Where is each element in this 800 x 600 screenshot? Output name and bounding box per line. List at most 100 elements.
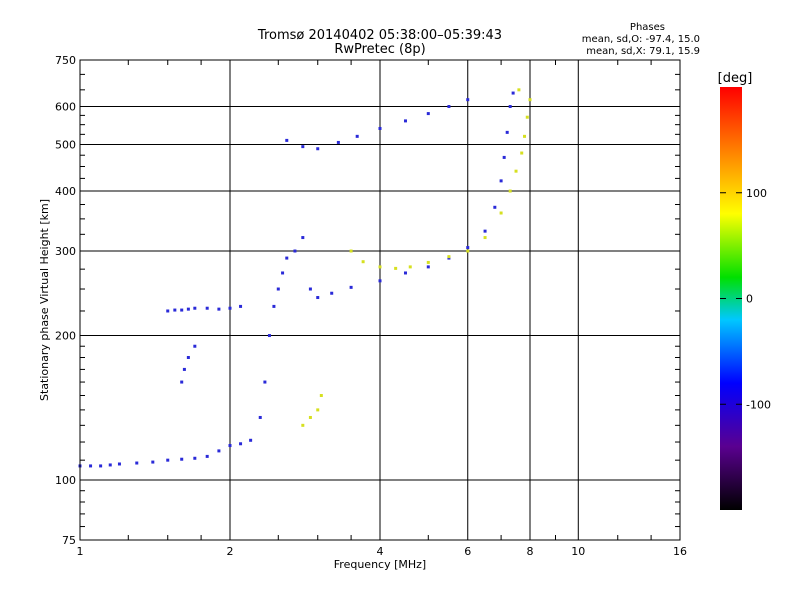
data-point (514, 169, 518, 173)
colorbar-unit-label: [deg] (718, 71, 753, 86)
data-point (166, 309, 170, 313)
data-point (316, 147, 320, 151)
y-tick-label: 100 (55, 474, 76, 487)
data-point (394, 266, 398, 270)
data-point (228, 444, 232, 448)
x-tick-label: 6 (464, 545, 471, 558)
y-tick-label: 400 (55, 185, 76, 198)
data-point (239, 442, 243, 446)
data-point (301, 236, 305, 240)
data-point (272, 304, 276, 308)
data-point (193, 306, 197, 310)
data-point (499, 211, 503, 215)
data-point (281, 271, 285, 275)
data-point (180, 380, 184, 384)
data-point (267, 334, 271, 338)
series-O-mode (78, 91, 515, 468)
data-point (285, 138, 289, 142)
data-point (523, 134, 527, 138)
data-point (349, 285, 353, 289)
data-point (508, 105, 512, 109)
data-point (483, 229, 487, 233)
data-point (117, 462, 121, 466)
data-point (316, 296, 320, 300)
data-point (361, 260, 365, 264)
data-point (447, 105, 451, 109)
data-point (355, 134, 359, 138)
x-tick-label: 16 (673, 545, 687, 558)
data-point (293, 249, 297, 253)
data-point (378, 279, 382, 283)
data-point (258, 415, 262, 419)
data-point (408, 265, 412, 269)
data-point (263, 380, 267, 384)
y-tick-label: 750 (55, 54, 76, 67)
data-point (180, 308, 184, 312)
plot-frame (79, 59, 681, 541)
y-tick-label: 500 (55, 139, 76, 152)
data-point (499, 179, 503, 183)
data-point (135, 461, 139, 465)
data-point (466, 249, 470, 253)
data-point (403, 271, 407, 275)
stats-x-mode: mean, sd,X: 79.1, 15.9 (586, 46, 700, 57)
x-axis-label: Frequency [MHz] (334, 558, 426, 571)
data-point (193, 456, 197, 460)
data-point (173, 308, 177, 312)
data-point (217, 449, 221, 453)
data-point (151, 460, 155, 464)
data-point (517, 88, 521, 92)
data-point (525, 115, 529, 119)
data-point (319, 394, 323, 398)
series-X-mode (301, 88, 532, 427)
data-point (166, 458, 170, 462)
colorbar-tick-label: 100 (746, 187, 767, 200)
data-point (378, 126, 382, 130)
x-tick-label: 2 (227, 545, 234, 558)
stats-o-mode: mean, sd,O: -97.4, 15.0 (581, 34, 700, 45)
data-point (520, 151, 524, 155)
data-point (249, 438, 253, 442)
x-tick-label: 10 (571, 545, 585, 558)
data-point (285, 256, 289, 260)
data-point (217, 307, 221, 311)
chart-subtitle: RwPretec (8p) (334, 42, 426, 57)
colorbar-tick-label: 0 (746, 293, 753, 306)
y-axis-ticks: 75 100 200 300 400 500 600 750 (55, 54, 680, 547)
data-point (301, 423, 305, 427)
data-point (308, 287, 312, 291)
data-point (493, 205, 497, 209)
data-point (239, 304, 243, 308)
data-point (180, 457, 184, 461)
data-point (466, 246, 470, 250)
data-point (511, 91, 515, 95)
x-axis-ticks: 1 2 4 6 8 10 16 (77, 60, 687, 558)
data-point (426, 260, 430, 264)
plot-grid (80, 60, 680, 540)
data-point (378, 265, 382, 269)
colorbar-tick-label: -100 (746, 398, 771, 411)
colorbar-ticks: 100 0 -100 (720, 187, 771, 411)
stats-title: Phases (629, 22, 665, 33)
data-point (508, 189, 512, 193)
data-point (505, 130, 509, 134)
data-point (528, 98, 532, 102)
data-point (308, 415, 312, 419)
data-point (301, 145, 305, 149)
data-point (182, 367, 186, 371)
data-point (426, 265, 430, 269)
x-tick-label: 4 (377, 545, 384, 558)
data-point (89, 464, 93, 468)
data-point (228, 306, 232, 310)
data-point (186, 355, 190, 359)
data-point (316, 408, 320, 412)
y-tick-label: 300 (55, 245, 76, 258)
data-point (99, 464, 103, 468)
data-point (403, 119, 407, 123)
data-point (349, 249, 353, 253)
y-axis-label: Stationary phase Virtual Height [km] (38, 199, 51, 401)
x-tick-label: 8 (527, 545, 534, 558)
y-tick-label: 600 (55, 101, 76, 114)
data-point (502, 155, 506, 159)
